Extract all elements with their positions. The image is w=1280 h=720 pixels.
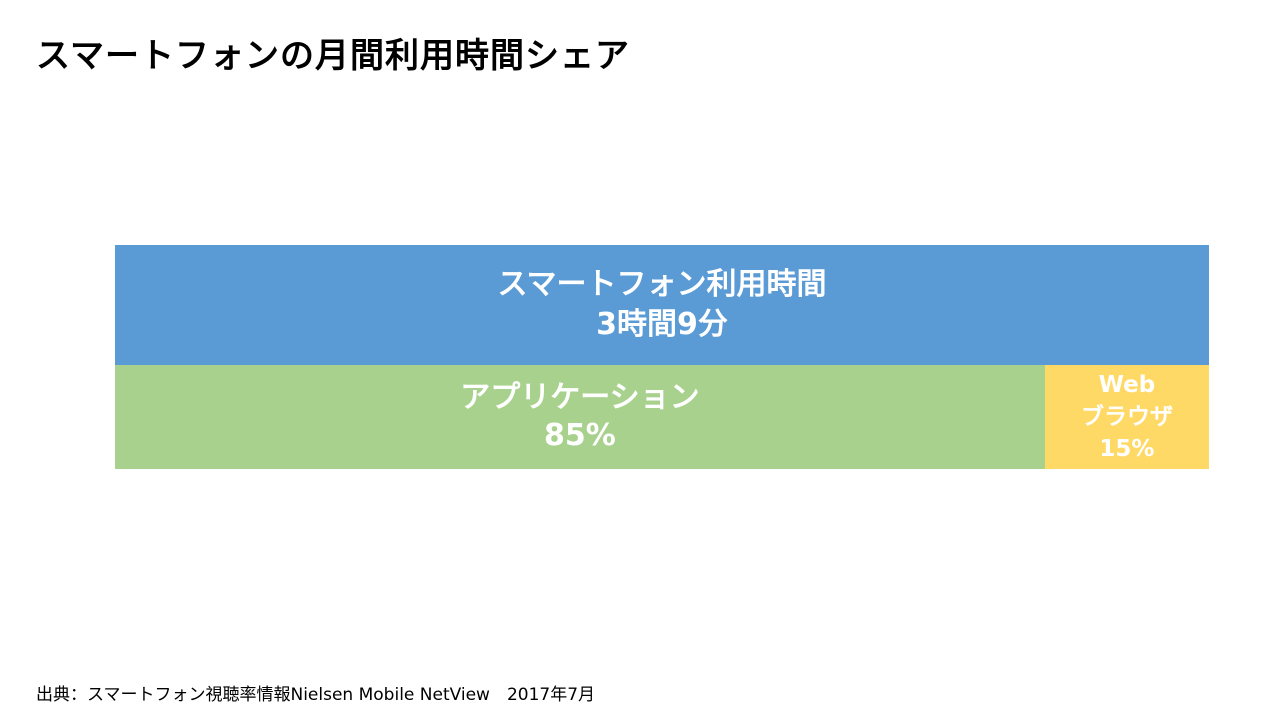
- total-usage-value: 3時間9分: [596, 307, 728, 342]
- usage-split-row: アプリケーション 85% Web ブラウザ 15%: [115, 365, 1209, 469]
- share-chart: スマートフォン利用時間 3時間9分 アプリケーション 85% Web ブラウザ 15%: [115, 245, 1209, 469]
- share-segment-1-line-2: 85%: [544, 418, 616, 453]
- total-usage-label: スマートフォン利用時間: [497, 267, 827, 302]
- share-segment-1-line-1: アプリケーション: [460, 380, 700, 415]
- share-segment-2-line-1: Web: [1098, 372, 1156, 398]
- total-usage-bar: スマートフォン利用時間 3時間9分: [115, 245, 1209, 365]
- share-segment-1: アプリケーション 85%: [115, 365, 1045, 469]
- source-note: 出典：スマートフォン視聴率情報Nielsen Mobile NetView 20…: [36, 685, 596, 705]
- share-segment-2-line-3: 15%: [1099, 436, 1155, 462]
- share-segment-2: Web ブラウザ 15%: [1044, 365, 1209, 469]
- share-segment-2-line-2: ブラウザ: [1080, 404, 1173, 430]
- slide-title: スマートフォンの月間利用時間シェア: [36, 36, 630, 76]
